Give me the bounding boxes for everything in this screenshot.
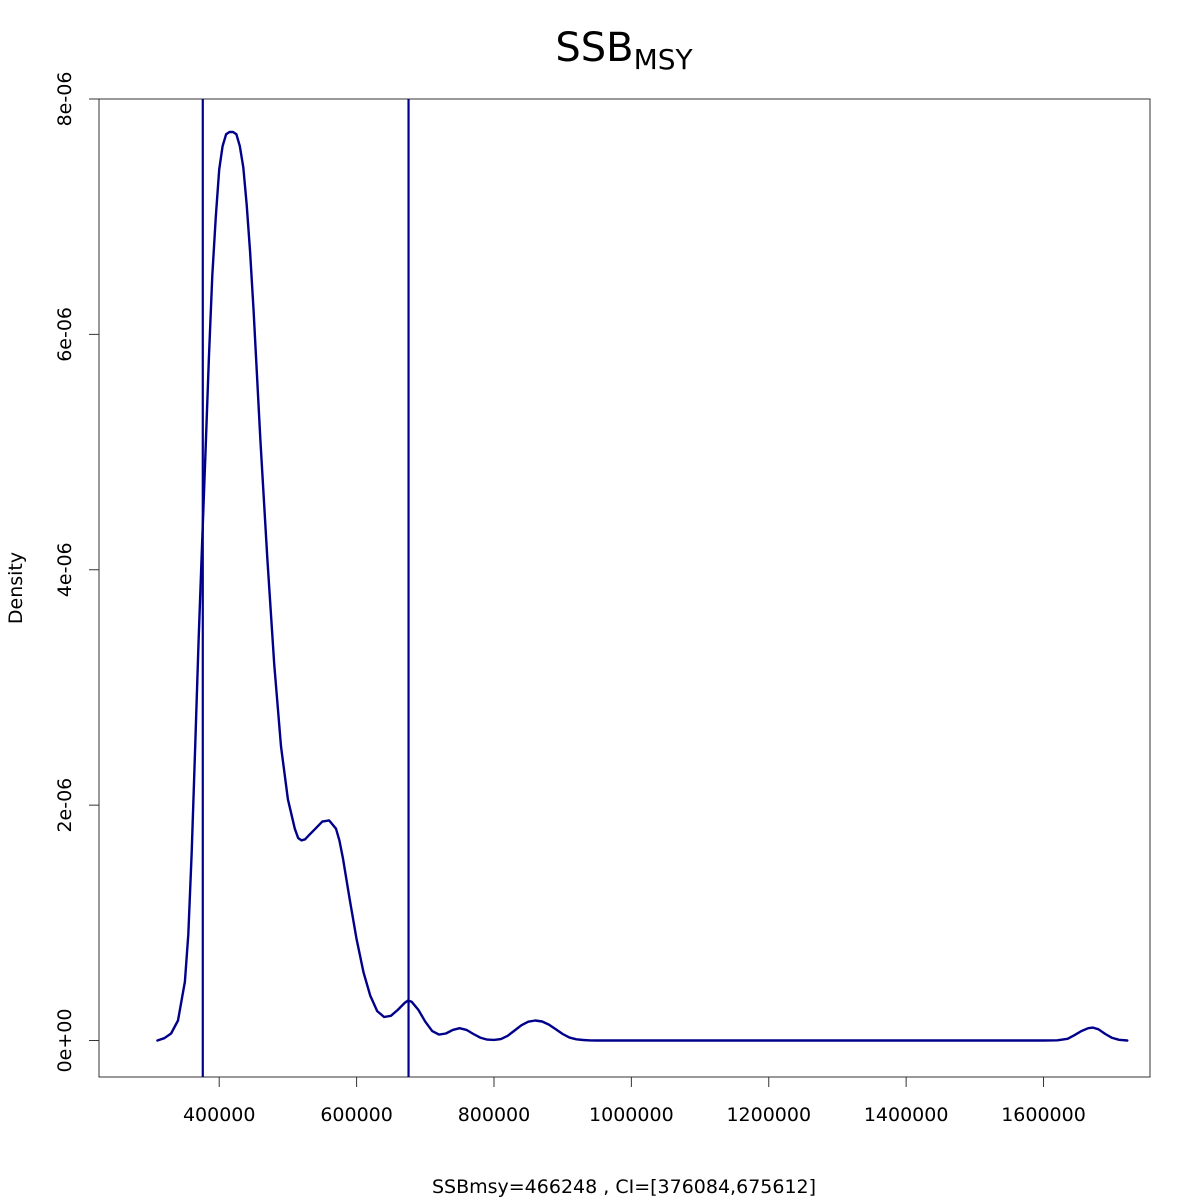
chart-title-subscript: MSY: [634, 43, 694, 76]
y-tick-label: 4e-06: [54, 542, 76, 597]
chart-title-main: SSB: [555, 25, 633, 71]
x-tick-label: 1400000: [864, 1104, 949, 1126]
y-axis-label: Density: [5, 552, 27, 624]
x-axis-label: SSBmsy=466248 , CI=[376084,675612]: [432, 1176, 816, 1198]
x-tick-label: 1200000: [726, 1104, 811, 1126]
x-axis: 400000 600000 800000 1000000 1200000 1400000 1…: [183, 1076, 1086, 1126]
y-tick-label: 6e-06: [54, 307, 76, 362]
x-tick-label: 400000: [183, 1104, 256, 1126]
x-tick-label: 800000: [458, 1104, 531, 1126]
y-tick-label: 0e+00: [54, 1009, 76, 1073]
x-tick-label: 1600000: [1001, 1104, 1086, 1126]
y-axis: 0e+00 2e-06 4e-06 6e-06 8e-06: [54, 72, 100, 1073]
x-tick-label: 1000000: [589, 1104, 674, 1126]
density-curve: [156, 130, 1129, 1042]
y-tick-label: 8e-06: [54, 72, 76, 127]
x-tick-label: 600000: [320, 1104, 393, 1126]
plot-frame: [98, 98, 1151, 1078]
chart-title: SSBMSY: [555, 25, 693, 76]
y-tick-label: 2e-06: [54, 778, 76, 833]
plot-content: [156, 99, 1129, 1077]
